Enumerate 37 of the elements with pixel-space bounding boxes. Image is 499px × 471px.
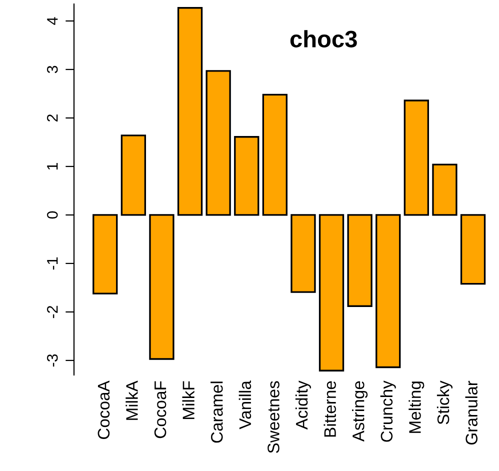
y-tick-label: -2: [46, 306, 58, 318]
y-tick-label: -3: [46, 354, 58, 367]
text: choc3: [290, 30, 357, 48]
bar: [262, 94, 288, 216]
y-tick-label: -1: [47, 257, 58, 270]
x-tick-label: Sticky: [436, 380, 452, 424]
x-tick-label: Granular: [465, 380, 478, 445]
x-tick-label: Astringe: [352, 381, 368, 442]
bar: [376, 214, 401, 368]
x-tick-label: Bitterne: [324, 381, 336, 437]
bar: [347, 214, 372, 307]
bar: [206, 70, 231, 216]
bar: [149, 214, 174, 360]
bar: [404, 100, 429, 216]
y-tick-label: 3: [46, 66, 58, 74]
x-tick-label: CocoaF: [154, 381, 166, 438]
bar: [432, 164, 458, 216]
x-tick-label: Vanilla: [238, 380, 252, 430]
x-tick-label: CocoaA: [98, 380, 110, 439]
y-tick-label: 2: [46, 114, 58, 122]
bar: [234, 136, 260, 216]
bar: [120, 134, 146, 216]
x-tick-label: Acidity: [295, 380, 311, 430]
y-tick-label: 1: [47, 162, 58, 170]
x-tick-label: MilkA: [126, 380, 138, 420]
bar: [92, 214, 118, 294]
y-tick-label: 0: [46, 211, 58, 219]
x-tick-label: Crunchy: [380, 380, 396, 442]
x-tick-label: Melting: [408, 382, 424, 433]
y-tick-label: 4: [47, 17, 58, 25]
bar: [290, 214, 316, 293]
bar: [177, 7, 203, 216]
x-tick-label: MilkF: [182, 381, 194, 419]
x-tick-label: Caramel: [210, 382, 223, 443]
bar: [460, 214, 486, 285]
bar: [318, 214, 344, 372]
x-tick-label: Sweetnes: [268, 381, 280, 453]
